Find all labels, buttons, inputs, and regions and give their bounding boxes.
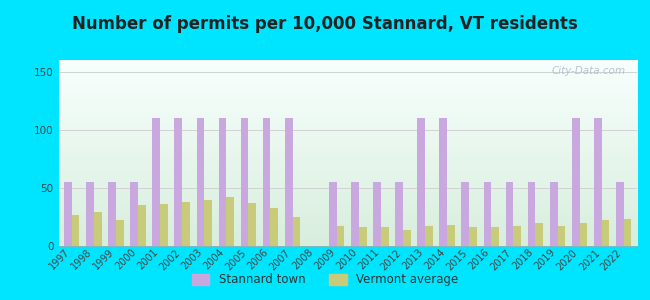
Bar <box>484 182 491 246</box>
Bar <box>351 182 359 246</box>
Bar <box>447 225 455 246</box>
Bar <box>469 227 477 246</box>
Bar <box>506 182 514 246</box>
Bar <box>108 182 116 246</box>
Bar <box>226 197 234 246</box>
Bar <box>425 226 433 246</box>
Bar <box>403 230 411 246</box>
Bar <box>204 200 212 246</box>
Bar <box>218 118 226 246</box>
Bar <box>329 182 337 246</box>
Bar <box>514 226 521 246</box>
Bar <box>138 205 146 246</box>
Bar <box>580 223 588 246</box>
Bar <box>602 220 610 246</box>
Bar <box>491 227 499 246</box>
Bar <box>439 118 447 246</box>
Bar <box>462 182 469 246</box>
Bar <box>373 182 381 246</box>
Bar <box>130 182 138 246</box>
Bar <box>152 118 160 246</box>
Bar <box>174 118 182 246</box>
Bar <box>285 118 292 246</box>
Bar <box>240 118 248 246</box>
Bar <box>594 118 602 246</box>
Bar <box>86 182 94 246</box>
Legend: Stannard town, Vermont average: Stannard town, Vermont average <box>187 269 463 291</box>
Bar <box>337 226 344 246</box>
Bar <box>64 182 72 246</box>
Bar <box>160 204 168 246</box>
Bar <box>528 182 536 246</box>
Bar <box>616 182 624 246</box>
Bar <box>417 118 425 246</box>
Bar <box>263 118 270 246</box>
Bar <box>196 118 204 246</box>
Bar <box>248 203 256 246</box>
Bar <box>94 212 101 246</box>
Text: City-Data.com: City-Data.com <box>551 66 625 76</box>
Bar <box>116 220 124 246</box>
Bar <box>550 182 558 246</box>
Bar <box>292 217 300 246</box>
Bar <box>536 223 543 246</box>
Bar <box>270 208 278 246</box>
Bar <box>359 227 367 246</box>
Bar <box>72 214 79 246</box>
Bar <box>395 182 403 246</box>
Bar <box>381 227 389 246</box>
Bar <box>624 219 632 246</box>
Text: Number of permits per 10,000 Stannard, VT residents: Number of permits per 10,000 Stannard, V… <box>72 15 578 33</box>
Bar <box>558 226 566 246</box>
Bar <box>182 202 190 246</box>
Bar <box>572 118 580 246</box>
